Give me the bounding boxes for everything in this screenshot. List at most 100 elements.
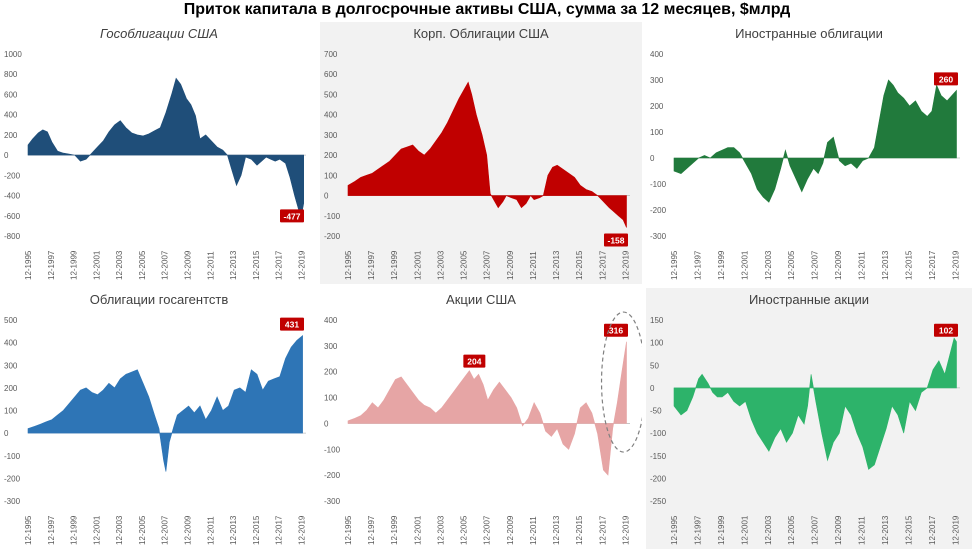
x-tick-label: 12-2003 [764,515,773,545]
x-tick-label: 12-2019 [297,515,306,545]
x-tick-label: 12-2017 [928,250,937,280]
y-tick-label: -200 [4,474,21,483]
series-area [27,334,303,472]
x-tick-label: 12-2005 [138,515,147,545]
y-tick-label: -200 [650,474,667,483]
chart-panel-treasuries: Гособлигации США -800 -600 -400 -200 0 200 400… [0,22,318,284]
x-tick-label: 12-1997 [367,515,376,545]
chart-us-stocks: -300 -200 -100 0 100 200 300 400 12-1995 12-1997 1… [324,311,642,545]
last-value-text: -477 [283,211,300,221]
x-tick-label: 12-2005 [787,515,796,545]
x-tick-label: 12-2017 [928,515,937,545]
x-tick-label: 12-1999 [390,515,399,545]
y-tick-label: 200 [4,131,18,140]
series-area [673,337,957,470]
y-tick-label: 300 [324,131,338,140]
y-tick-label: -100 [650,180,667,189]
chart-title: Гособлигации США [100,26,218,41]
y-tick-label: 100 [324,394,338,403]
y-tick-label: 0 [650,384,655,393]
chart-corp-bonds: -200 -100 0 100 200 300 400 500 600 700 12-1995 12-… [324,50,630,280]
x-tick-label: 12-2015 [904,250,913,280]
series-area [347,81,627,228]
x-tick-label: 12-2005 [460,515,469,545]
y-tick-label: 200 [4,384,18,393]
x-tick-label: 12-2013 [881,250,890,280]
x-tick-label: 12-2015 [904,515,913,545]
x-tick-label: 12-2017 [598,515,607,545]
y-tick-label: 100 [650,339,664,348]
y-tick-label: -300 [4,497,21,506]
x-tick-label: 12-2013 [229,515,238,545]
chart-title: Корп. Облигации США [413,26,549,41]
x-tick-label: 12-1999 [70,515,79,545]
series-area [673,79,957,203]
chart-title: Иностранные акции [748,292,870,307]
x-tick-label: 12-2003 [764,250,773,280]
chart-panel-foreign-stocks: Иностранные акции -250 -200 -150 -100 -50 0 50… [646,288,972,549]
y-tick-label: 400 [324,316,338,325]
x-tick-label: 12-1997 [693,250,702,280]
y-tick-label: 400 [4,339,18,348]
x-tick-label: 12-2011 [206,251,215,280]
x-tick-label: 12-2015 [575,515,584,545]
y-tick-label: 300 [324,342,338,351]
y-tick-label: 0 [4,151,9,160]
x-tick-label: 12-2007 [483,250,492,280]
y-tick-label: -100 [650,429,667,438]
x-tick-label: 12-1995 [670,250,679,280]
series-area [347,341,627,476]
x-tick-label: 12-2019 [951,515,960,545]
x-tick-label: 12-2007 [811,250,820,280]
x-tick-label: 12-2005 [460,250,469,280]
y-tick-label: 0 [324,419,329,428]
chart-panel-foreign-bonds: Иностранные облигации -300 -200 -100 0 100 20… [646,22,972,284]
y-tick-label: 400 [324,111,338,120]
y-tick-label: 800 [4,70,18,79]
y-tick-label: 0 [650,154,655,163]
x-tick-label: 12-2009 [506,250,515,280]
x-tick-label: 12-1997 [367,250,376,280]
x-tick-label: 12-2015 [575,250,584,280]
x-tick-label: 12-2007 [161,515,170,545]
last-value-text: 102 [939,326,953,336]
x-tick-label: 12-2007 [811,515,820,545]
y-tick-label: -300 [324,497,341,506]
chart-title: Акции США [446,292,516,307]
x-tick-label: 12-2007 [483,515,492,545]
x-tick-label: 12-1995 [670,515,679,545]
y-tick-label: 300 [4,361,18,370]
x-tick-label: 12-1997 [693,515,702,545]
y-tick-label: 300 [650,76,664,85]
x-tick-label: 12-2001 [413,250,422,280]
chart-title: Иностранные облигации [735,26,883,41]
y-tick-label: -400 [4,192,21,201]
y-tick-label: -200 [324,232,341,241]
y-tick-label: 100 [324,171,338,180]
chart-panel-us-stocks: Акции США -300 -200 -100 0 100 200 300 400 12-19… [320,288,642,549]
x-tick-label: 12-2011 [529,251,538,280]
last-value-label: -158 [604,233,628,247]
chart-foreign-stocks: -250 -200 -150 -100 -50 0 50 100 150 12-1995 12-19… [650,316,960,545]
x-tick-label: 12-2001 [92,250,101,280]
chart-treasuries: -800 -600 -400 -200 0 200 400 600 800 1000 12-1995… [4,50,306,280]
y-tick-label: -800 [4,232,21,241]
x-tick-label: 12-2011 [206,516,215,545]
x-tick-label: 12-2013 [552,250,561,280]
x-tick-label: 12-1997 [47,515,56,545]
x-tick-label: 12-1999 [390,250,399,280]
last-value-label: 431 [280,317,304,331]
y-tick-label: -100 [324,212,341,221]
last-value-label: 102 [934,323,958,337]
x-tick-label: 12-2019 [621,250,630,280]
y-tick-label: -200 [324,471,341,480]
x-tick-label: 12-2003 [115,515,124,545]
x-tick-label: 12-1995 [24,250,33,280]
x-tick-label: 12-2019 [621,515,630,545]
y-tick-label: 600 [324,70,338,79]
x-tick-label: 12-2011 [529,516,538,545]
x-tick-label: 12-2001 [92,515,101,545]
page-title: Приток капитала в долгосрочные активы СШ… [183,1,791,18]
x-tick-label: 12-2005 [138,250,147,280]
chart-panel-agency-bonds: Облигации госагентств -300 -200 -100 0 100 20… [0,288,318,549]
